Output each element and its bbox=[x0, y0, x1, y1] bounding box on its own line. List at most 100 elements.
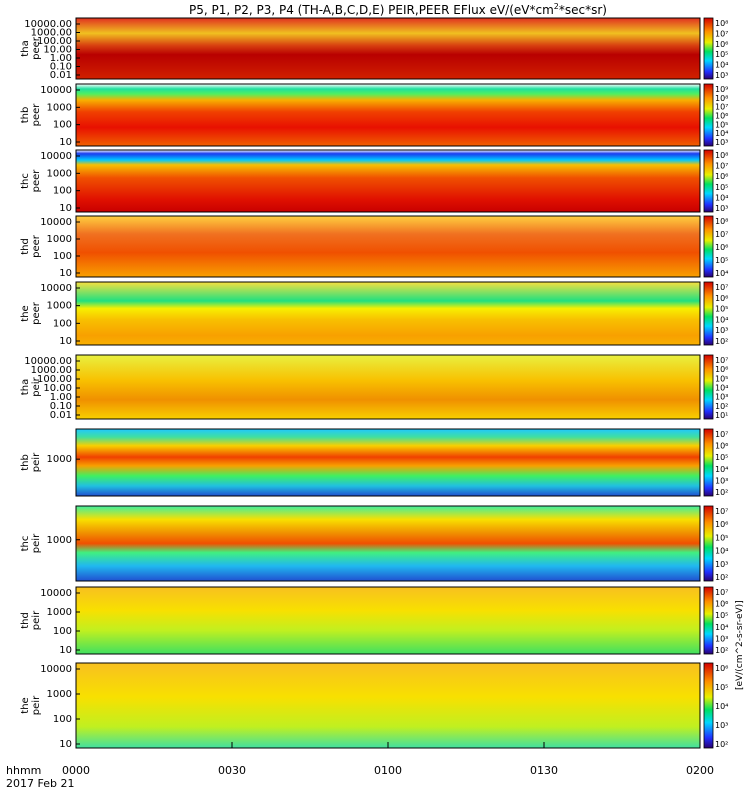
x-tick-label: 0200 bbox=[686, 764, 714, 777]
colorbar-tick-label: 10² bbox=[715, 488, 728, 497]
panel-frame bbox=[75, 505, 701, 582]
colorbar-tick-label: 10⁶ bbox=[715, 112, 728, 121]
x-tick-label: 0000 bbox=[62, 764, 90, 777]
x-tick-label: 0100 bbox=[374, 764, 402, 777]
y-tick-label: 100 bbox=[53, 626, 72, 637]
colorbar-tick-label: 10⁸ bbox=[715, 94, 728, 103]
colorbar-tick-label: 10⁴ bbox=[715, 465, 728, 474]
colorbar-tick-label: 10⁶ bbox=[715, 294, 728, 303]
panel-probe-label: thc bbox=[20, 536, 31, 552]
colorbar-tick-label: 10⁴ bbox=[715, 193, 728, 202]
panel-species-label: peir bbox=[31, 533, 42, 553]
colorbar-tick-label: 10⁸ bbox=[715, 151, 728, 160]
spectrogram-image bbox=[76, 150, 700, 212]
figure-title-end: *sec*sr) bbox=[559, 3, 607, 17]
colorbar-tick-label: 10⁴ bbox=[715, 702, 728, 711]
x-tick-label: 0130 bbox=[530, 764, 558, 777]
y-tick-label: 10 bbox=[59, 739, 72, 750]
spectrogram-image bbox=[76, 355, 700, 419]
panel-ylabel: thdpeir bbox=[20, 610, 42, 630]
figure-title-text: P5, P1, P2, P3, P4 (TH-A,B,C,D,E) PEIR,P… bbox=[189, 3, 554, 17]
panel-thd-peir: thdpeir 10000 1000 100 10 10⁷ 10⁶ 10⁵ 10⁴ 10³ 10² bbox=[20, 586, 728, 656]
panel-ylabel: thapeer bbox=[20, 36, 42, 60]
y-tick-label: 1000 bbox=[47, 234, 72, 245]
colorbar bbox=[703, 586, 714, 655]
y-tick-label: 1000 bbox=[47, 454, 72, 465]
colorbar-tick-label: 10² bbox=[715, 402, 728, 411]
colorbar-tick-label: 10⁴ bbox=[715, 315, 728, 324]
colorbar-tick-label: 10⁶ bbox=[715, 243, 728, 252]
colorbar-tick-label: 10⁷ bbox=[715, 230, 728, 239]
colorbar-tick-label: 10⁴ bbox=[715, 623, 728, 632]
panel-ylabel: thapeir bbox=[20, 376, 42, 396]
colorbar-tick-label: 10³ bbox=[715, 71, 728, 80]
colorbar bbox=[703, 17, 714, 80]
panel-frame bbox=[75, 428, 701, 497]
panel-species-label: peir bbox=[31, 376, 42, 396]
panel-probe-label: tha bbox=[20, 40, 31, 56]
y-tick-label: 1000 bbox=[47, 689, 72, 700]
figure-title-superscript: 2 bbox=[554, 2, 559, 11]
colorbar-tick-label: 10⁴ bbox=[715, 129, 728, 138]
colorbar-tick-label: 10⁵ bbox=[715, 50, 728, 59]
panel-probe-label: thc bbox=[20, 173, 31, 189]
colorbar-tick-label: 10³ bbox=[715, 721, 728, 730]
panel-probe-label: thb bbox=[20, 107, 31, 124]
colorbar-tick-label: 10⁴ bbox=[715, 547, 728, 556]
colorbar-tick-label: 10⁷ bbox=[715, 588, 728, 597]
colorbar-tick-label: 10³ bbox=[715, 138, 728, 147]
colorbar-tick-label: 10⁷ bbox=[715, 507, 728, 516]
colorbar-tick-label: 10⁶ bbox=[715, 664, 728, 673]
spectrogram-image bbox=[76, 216, 700, 277]
colorbar-tick-label: 10⁵ bbox=[715, 683, 728, 692]
x-axis-date: 2017 Feb 21 bbox=[6, 777, 74, 790]
y-tick-label: 1000.00 bbox=[31, 28, 72, 39]
y-tick-label: 10000 bbox=[40, 217, 72, 228]
panel-probe-label: thb bbox=[20, 454, 31, 471]
panel-species-label: peer bbox=[31, 234, 42, 258]
panel-species-label: peer bbox=[31, 301, 42, 325]
panel-thb-peer: thbpeer 10000 1000 100 10 10⁹10⁸10⁷10⁶10⁵10⁴1… bbox=[20, 83, 728, 148]
colorbar-tick-label: 10⁵ bbox=[715, 374, 728, 383]
colorbar-tick-label: 10² bbox=[715, 573, 728, 582]
colorbar-tick-label: 10⁷ bbox=[715, 103, 728, 112]
spectrogram-image bbox=[76, 429, 700, 496]
colorbar-tick-label: 10⁶ bbox=[715, 442, 728, 451]
panel-ylabel: thdpeer bbox=[20, 234, 42, 258]
y-tick-label: 100.00 bbox=[37, 374, 72, 385]
panel-frame bbox=[75, 215, 701, 278]
panel-the-peir: thepeir 10000 1000 100 10 10⁶ 10⁵ 10⁴ 10³ 10² bbox=[20, 662, 728, 750]
panel-species-label: peer bbox=[31, 103, 42, 127]
colorbar-tick-label: 10⁵ bbox=[715, 533, 728, 542]
x-axis-label: hhmm bbox=[6, 764, 41, 777]
colorbar-tick-label: 10⁸ bbox=[715, 19, 728, 28]
panel-species-label: peir bbox=[31, 695, 42, 715]
colorbar-tick-label: 10⁷ bbox=[715, 430, 728, 439]
y-tick-label: 1000 bbox=[47, 102, 72, 113]
y-tick-label: 10000.00 bbox=[24, 19, 72, 30]
colorbar-tick-label: 10³ bbox=[715, 393, 728, 402]
panel-probe-label: the bbox=[20, 697, 31, 713]
colorbar-tick-label: 10⁵ bbox=[715, 120, 728, 129]
colorbar-tick-label: 10³ bbox=[715, 476, 728, 485]
panel-probe-label: thd bbox=[20, 612, 31, 629]
y-tick-label: 100 bbox=[53, 318, 72, 329]
panel-frame bbox=[75, 17, 701, 80]
y-tick-label: 10000.00 bbox=[24, 356, 72, 367]
y-tick-label: 10000 bbox=[40, 85, 72, 96]
colorbar-tick-label: 10⁷ bbox=[715, 29, 728, 38]
panel-species-label: peer bbox=[31, 36, 42, 60]
panel-thd-peer: thdpeer 10000 1000 100 10 10⁸ 10⁷ 10⁶ 10⁵ 10⁴ bbox=[20, 215, 728, 279]
panel-frame bbox=[75, 586, 701, 655]
spectrogram-image bbox=[76, 506, 700, 581]
panel-species-label: peer bbox=[31, 169, 42, 193]
panel-thb-peir: thbpeir 1000 10⁷ 10⁶ 10⁵ 10⁴ 10³ 10² bbox=[20, 428, 728, 497]
colorbar-tick-label: 10² bbox=[715, 646, 728, 655]
panels-group: thapeer10000.001000.00100.0010.001.000.1… bbox=[20, 17, 728, 750]
spectrogram-image bbox=[76, 18, 700, 79]
panel-species-label: peir bbox=[31, 610, 42, 630]
colorbar-tick-label: 10⁵ bbox=[715, 183, 728, 192]
panel-ylabel: thcpeir bbox=[20, 533, 42, 553]
